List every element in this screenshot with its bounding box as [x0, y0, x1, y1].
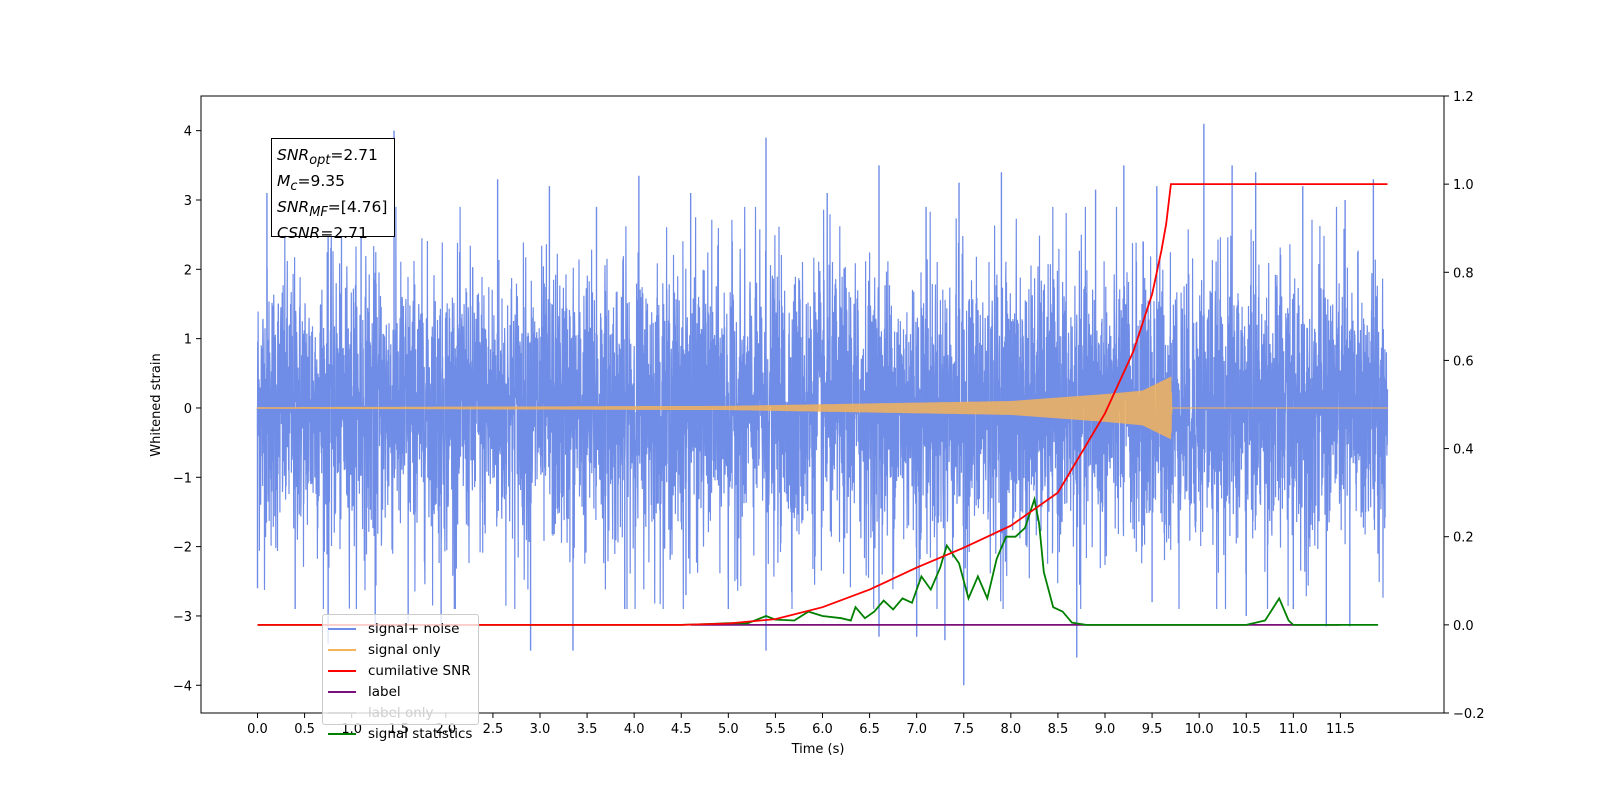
- x-tick-label: 5.5: [765, 722, 786, 737]
- snr-opt-value: =2.71: [330, 146, 378, 164]
- snr-opt-subscript: opt: [309, 153, 331, 169]
- csnr-value: =2.71: [320, 224, 368, 243]
- snr-opt-annotation: SNRopt=2.71: [277, 145, 394, 171]
- snr-opt-symbol: SNR: [277, 146, 310, 164]
- y-left-tick-label: −3: [173, 610, 192, 625]
- y-right-tick-label: 0.4: [1453, 443, 1474, 458]
- chirp-mass-value: =9.35: [297, 172, 345, 191]
- legend-item-label-only: label only: [328, 702, 478, 723]
- x-tick-label: 5.0: [718, 722, 739, 737]
- x-tick-label: 6.0: [812, 722, 833, 737]
- y-left-tick-label: −4: [173, 679, 192, 694]
- legend-item-cumulative-snr: cumilative SNR: [328, 660, 478, 681]
- legend-item-signal-noise: signal+ noise: [328, 618, 478, 639]
- y-left-tick-label: 1: [184, 333, 192, 348]
- signal-only-series: [256, 376, 1388, 440]
- legend-label-label-only: label only: [368, 704, 434, 721]
- y-right-tick-label: −0.2: [1453, 707, 1485, 722]
- y-right-tick-label: 1.2: [1453, 90, 1474, 105]
- signal-plus-noise-series: [256, 123, 1389, 686]
- legend-label-cumulative-snr: cumilative SNR: [368, 662, 471, 679]
- legend-swatch-label-only: [328, 711, 356, 714]
- x-tick-label: 3.5: [577, 722, 598, 737]
- x-tick-label: 9.5: [1142, 722, 1163, 737]
- y-left-tick-label: 2: [184, 263, 192, 278]
- snr-mf-subscript: MF: [309, 205, 328, 221]
- y-left-tick-label: −1: [173, 471, 192, 486]
- y-left-tick-label: 0: [184, 402, 192, 417]
- x-tick-label: 11.5: [1326, 722, 1355, 737]
- chirp-mass-annotation: Mc=9.35: [277, 171, 394, 197]
- y-right-tick-label: 1.0: [1453, 178, 1474, 193]
- legend-label-signal-noise: signal+ noise: [368, 620, 460, 637]
- y-right-tick-label: 0.6: [1453, 354, 1474, 369]
- x-tick-label: 11.0: [1279, 722, 1308, 737]
- legend-label-signal-statistics: signal statistics: [368, 725, 473, 742]
- chirp-mass-symbol: M: [277, 172, 291, 191]
- legend-swatch-signal-noise: [328, 627, 356, 630]
- cumulative-snr-trace: [257, 183, 1388, 626]
- x-tick-label: 3.0: [530, 722, 551, 737]
- x-tick-label: 4.0: [624, 722, 645, 737]
- chirp-mass-subscript: c: [290, 179, 298, 195]
- x-tick-label: 10.5: [1232, 722, 1261, 737]
- legend-swatch-label: [328, 690, 356, 693]
- snr-mf-value: =[4.76]: [327, 198, 388, 217]
- legend-swatch-signal-only: [328, 648, 356, 651]
- y-left-tick-label: −2: [173, 541, 192, 556]
- right-axis-series: [257, 183, 1388, 626]
- y-left-tick-label: 3: [184, 194, 192, 209]
- y-right-tick-label: 0.2: [1453, 531, 1474, 546]
- x-tick-label: 9.0: [1095, 722, 1116, 737]
- snr-mf-symbol: SNR: [277, 198, 310, 217]
- y-right-tick-label: 0.0: [1453, 619, 1474, 634]
- x-tick-label: 0.5: [294, 722, 315, 737]
- y-axis-left-ticks: 4 3 2 1 0 −1 −2 −3 −4: [173, 125, 201, 694]
- x-tick-label: 1.5: [388, 722, 409, 737]
- x-tick-label: 2.0: [435, 722, 456, 737]
- statistics-annotation-box: SNRopt=2.71 Mc=9.35 SNRMF=[4.76] CSNR=2.…: [271, 138, 395, 242]
- y-axis-right-ticks: 1.2 1.0 0.8 0.6 0.4 0.2 0.0 −0.2: [1444, 90, 1485, 722]
- x-tick-label: 10.0: [1185, 722, 1214, 737]
- x-tick-label: 6.5: [859, 722, 880, 737]
- x-axis-ticks: 0.0 0.5 1.0 1.5 2.0 2.5 3.0 3.5 4.0 4.5 5.0 5.5 6.0 6…: [247, 713, 1355, 737]
- y-axis-label: Whitened strain: [149, 353, 164, 456]
- csnr-annotation: CSNR=2.71: [277, 223, 394, 244]
- signal-noise-trace: [256, 206, 1389, 610]
- x-tick-label: 8.5: [1048, 722, 1069, 737]
- legend-item-signal-statistics: signal statistics: [328, 723, 478, 744]
- chart-legend: signal+ noise signal only cumilative SNR…: [322, 614, 479, 742]
- x-tick-label: 7.0: [906, 722, 927, 737]
- legend-label-signal-only: signal only: [368, 641, 441, 658]
- x-tick-label: 8.0: [1000, 722, 1021, 737]
- legend-item-label: label: [328, 681, 478, 702]
- y-left-tick-label: 4: [184, 125, 192, 140]
- legend-swatch-signal-statistics: [328, 732, 356, 735]
- legend-label-label: label: [368, 683, 401, 700]
- y-right-tick-label: 0.8: [1453, 266, 1474, 281]
- legend-swatch-cumulative-snr: [328, 669, 356, 672]
- csnr-symbol: CSNR: [277, 224, 321, 243]
- signal-only-trace: [256, 376, 1388, 440]
- x-tick-label: 0.0: [247, 722, 268, 737]
- x-tick-label: 7.5: [953, 722, 974, 737]
- legend-item-signal-only: signal only: [328, 639, 478, 660]
- x-tick-label: 4.5: [671, 722, 692, 737]
- snr-mf-annotation: SNRMF=[4.76]: [277, 197, 394, 223]
- x-axis-label: Time (s): [791, 742, 845, 757]
- x-tick-label: 2.5: [483, 722, 504, 737]
